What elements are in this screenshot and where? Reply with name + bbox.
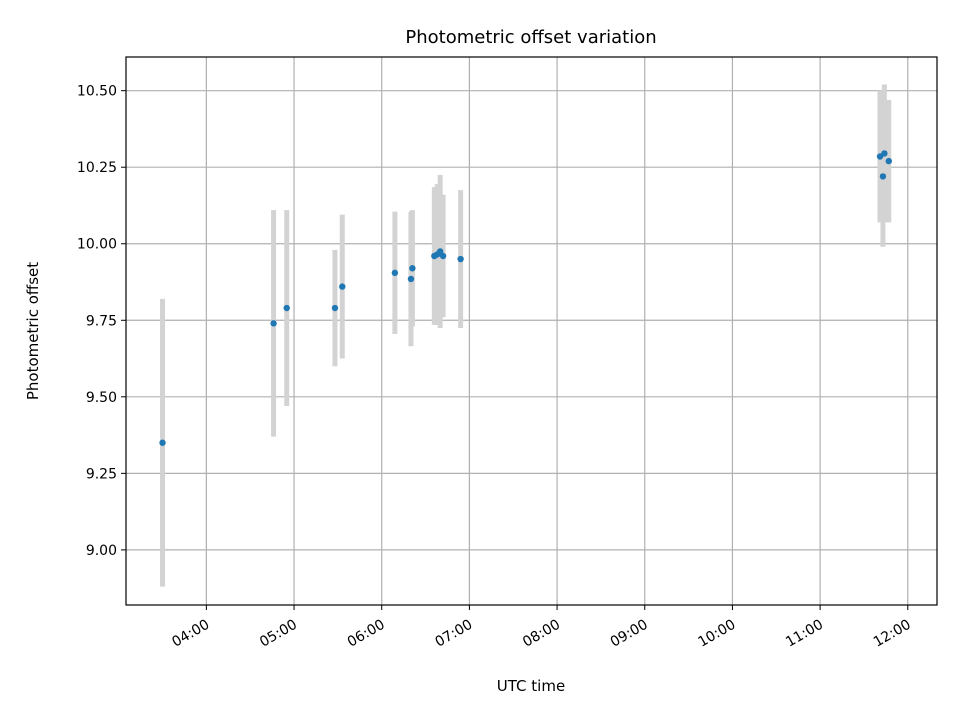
y-tick-label: 10.50 [77,84,117,100]
data-point [159,439,166,446]
data-point [881,150,888,157]
data-point [270,320,277,327]
y-tick-label: 9.00 [86,543,117,559]
x-tick-label: 04:00 [169,617,212,651]
grid [126,57,937,605]
y-tick-label: 9.25 [86,466,117,482]
data-point [407,275,415,283]
data-points [159,150,892,446]
x-tick-label: 07:00 [432,617,475,651]
x-axis-label: UTC time [497,677,565,695]
y-tick-label: 10.25 [77,160,117,176]
data-point [436,248,444,255]
data-point [339,283,346,290]
data-point [409,265,416,272]
x-tick-label: 10:00 [695,617,738,651]
data-point [283,304,290,312]
data-point [331,304,339,312]
data-point [457,255,464,263]
x-tick-label: 11:00 [783,617,826,651]
data-point [439,252,447,260]
y-tick-label: 9.50 [86,390,117,406]
axis-ticks: 04:00 05:00 06:00 07:00 08:00 09:00 10:00 11:00… [77,84,914,651]
data-point [391,269,399,277]
y-axis-label: Photometric offset [24,262,42,400]
y-tick-label: 9.75 [86,313,117,329]
y-tick-label: 10.00 [77,237,117,253]
plot-frame [125,56,938,606]
x-tick-label: 08:00 [520,617,563,651]
x-tick-label: 12:00 [871,617,914,651]
x-tick-label: 06:00 [345,617,388,651]
chart-title: Photometric offset variation [405,27,656,48]
error-bars [160,84,892,587]
x-tick-label: 05:00 [257,617,300,651]
data-point [879,173,887,180]
data-point [885,157,892,165]
x-tick-label: 09:00 [608,617,651,651]
